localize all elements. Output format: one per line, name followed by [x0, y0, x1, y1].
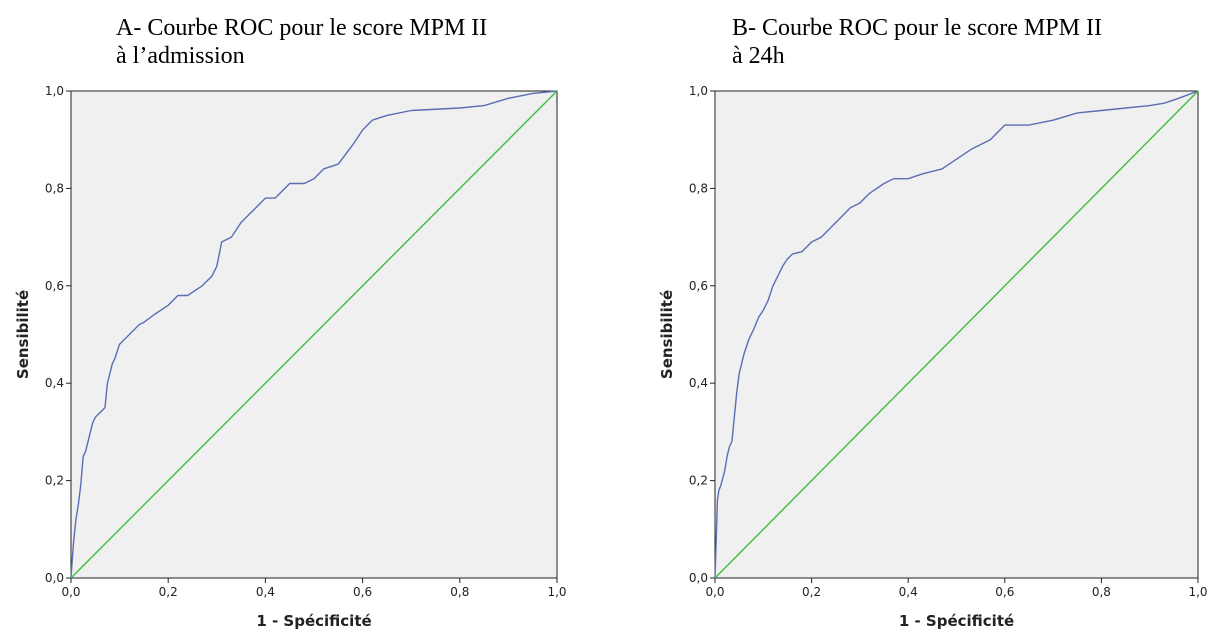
- y-tick-label: 0,0: [45, 571, 64, 585]
- roc-panel-a: A- Courbe ROC pour le score MPM II à l’a…: [0, 0, 567, 637]
- y-tick-label: 0,2: [689, 474, 708, 488]
- chart-title: A- Courbe ROC pour le score MPM II à l’a…: [116, 14, 556, 70]
- roc-curve-line: [714, 90, 1199, 579]
- y-tick-label: 0,2: [45, 474, 64, 488]
- y-tick-label: 0,8: [45, 181, 64, 195]
- chart-title: B- Courbe ROC pour le score MPM II à 24h: [732, 14, 1172, 70]
- x-tick-label: 0,2: [159, 585, 178, 599]
- roc-chart-b: 0,0 0,2 0,4 0,6 0,8 1,0 0,0 0,2 0,4 0,6 0,8 1,0 1 - …: [658, 84, 1208, 630]
- y-tick-label: 1,0: [689, 84, 708, 98]
- x-tick-label: 0,4: [256, 585, 275, 599]
- chart-title-line-2: à 24h: [732, 43, 785, 69]
- chart-title-line-2: à l’admission: [116, 43, 245, 69]
- y-tick-label: 1,0: [45, 84, 64, 98]
- x-tick-label: 1,0: [1188, 585, 1207, 599]
- y-axis-label: Sensibilité: [658, 290, 676, 379]
- y-tick-label: 0,6: [45, 279, 64, 293]
- x-tick-label: 1,0: [547, 585, 566, 599]
- chart-title-line-1: A- Courbe ROC pour le score MPM II: [116, 15, 488, 41]
- x-tick-label: 0,6: [995, 585, 1014, 599]
- reference-diagonal-line: [70, 90, 558, 579]
- x-tick-label: 0,0: [705, 585, 724, 599]
- roc-chart-a: 0,0 0,2 0,4 0,6 0,8 1,0 0,0 0,2 0,4 0,6 0,8 1,0 1 - …: [14, 84, 567, 630]
- x-tick-label: 0,4: [899, 585, 918, 599]
- x-axis-label: 1 - Spécificité: [256, 612, 371, 630]
- y-tick-label: 0,6: [689, 279, 708, 293]
- roc-panel-b: B- Courbe ROC pour le score MPM II à 24h…: [640, 0, 1208, 637]
- x-tick-label: 0,8: [450, 585, 469, 599]
- y-tick-label: 0,4: [45, 376, 64, 390]
- y-tick-label: 0,4: [689, 376, 708, 390]
- x-tick-label: 0,8: [1092, 585, 1111, 599]
- y-tick-label: 0,0: [689, 571, 708, 585]
- x-tick-label: 0,0: [61, 585, 80, 599]
- y-axis-label: Sensibilité: [14, 290, 32, 379]
- y-tick-label: 0,8: [689, 181, 708, 195]
- chart-title-line-1: B- Courbe ROC pour le score MPM II: [732, 15, 1102, 41]
- x-tick-label: 0,2: [802, 585, 821, 599]
- roc-curve-line: [70, 90, 558, 579]
- x-tick-label: 0,6: [353, 585, 372, 599]
- x-axis-label: 1 - Spécificité: [899, 612, 1014, 630]
- reference-diagonal-line: [714, 90, 1199, 579]
